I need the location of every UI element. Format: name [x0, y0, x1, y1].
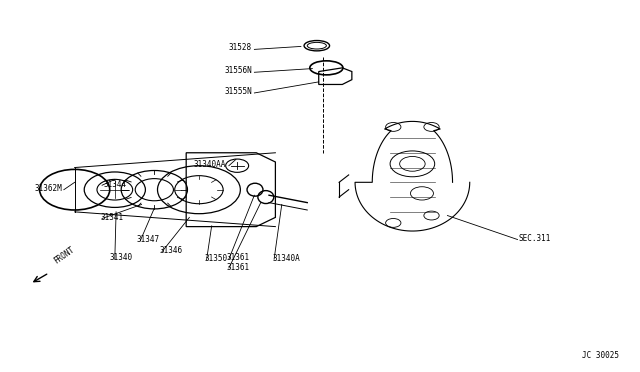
Text: 31347: 31347 [136, 235, 159, 244]
Text: 31555N: 31555N [224, 87, 252, 96]
Text: SEC.311: SEC.311 [519, 234, 551, 243]
Text: 31340A: 31340A [272, 254, 300, 263]
Text: 31340: 31340 [109, 253, 133, 263]
Text: JC 30025: JC 30025 [582, 350, 620, 359]
Text: 31346: 31346 [159, 246, 182, 255]
Text: 31341: 31341 [100, 213, 124, 222]
Text: 31362M: 31362M [34, 184, 62, 193]
Text: 31344: 31344 [103, 180, 127, 189]
Text: 31340AA: 31340AA [194, 160, 227, 169]
Text: 31350: 31350 [204, 254, 227, 263]
Text: 31556N: 31556N [224, 66, 252, 75]
Text: 31361: 31361 [227, 253, 250, 263]
Text: 31528: 31528 [228, 43, 252, 52]
Text: 31361: 31361 [227, 263, 250, 272]
Text: FRONT: FRONT [52, 245, 76, 265]
